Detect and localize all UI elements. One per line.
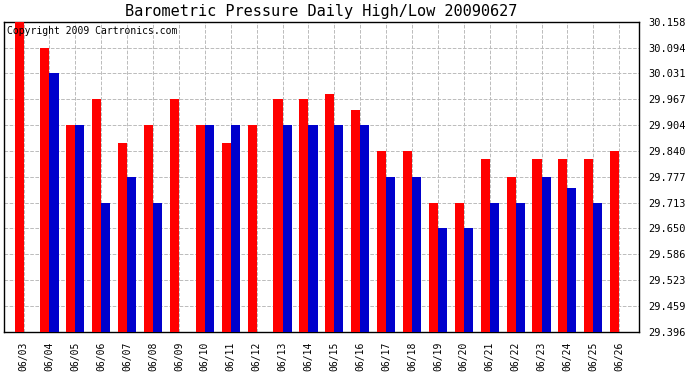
Bar (610, 151, 619, 332)
Bar (403, 151, 412, 332)
Bar (464, 228, 473, 332)
Bar (205, 125, 214, 332)
Bar (584, 159, 593, 332)
Bar (196, 125, 205, 332)
Bar (558, 159, 567, 332)
Bar (273, 99, 282, 332)
Bar (533, 159, 542, 332)
Bar (308, 125, 317, 332)
Bar (75, 125, 84, 332)
Bar (299, 99, 308, 332)
Bar (506, 177, 515, 332)
Bar (377, 151, 386, 332)
Bar (567, 188, 576, 332)
Bar (351, 110, 360, 332)
Bar (118, 143, 127, 332)
Bar (66, 125, 75, 332)
Bar (50, 74, 59, 332)
Text: Copyright 2009 Cartronics.com: Copyright 2009 Cartronics.com (8, 26, 178, 36)
Bar (92, 99, 101, 332)
Bar (481, 159, 490, 332)
Bar (438, 228, 447, 332)
Bar (386, 177, 395, 332)
Bar (41, 48, 50, 332)
Bar (144, 125, 153, 332)
Bar (542, 177, 551, 332)
Title: Barometric Pressure Daily High/Low 20090627: Barometric Pressure Daily High/Low 20090… (125, 4, 518, 19)
Bar (153, 203, 162, 332)
Bar (101, 203, 110, 332)
Bar (360, 125, 369, 332)
Bar (515, 203, 524, 332)
Bar (455, 203, 464, 332)
Bar (221, 143, 230, 332)
Bar (335, 125, 344, 332)
Bar (248, 125, 257, 332)
Bar (170, 99, 179, 332)
Bar (325, 94, 335, 332)
Bar (282, 125, 292, 332)
Bar (230, 125, 240, 332)
Bar (14, 22, 23, 332)
Bar (429, 203, 438, 332)
Bar (490, 203, 499, 332)
Bar (412, 177, 421, 332)
Bar (593, 203, 602, 332)
Bar (127, 177, 136, 332)
